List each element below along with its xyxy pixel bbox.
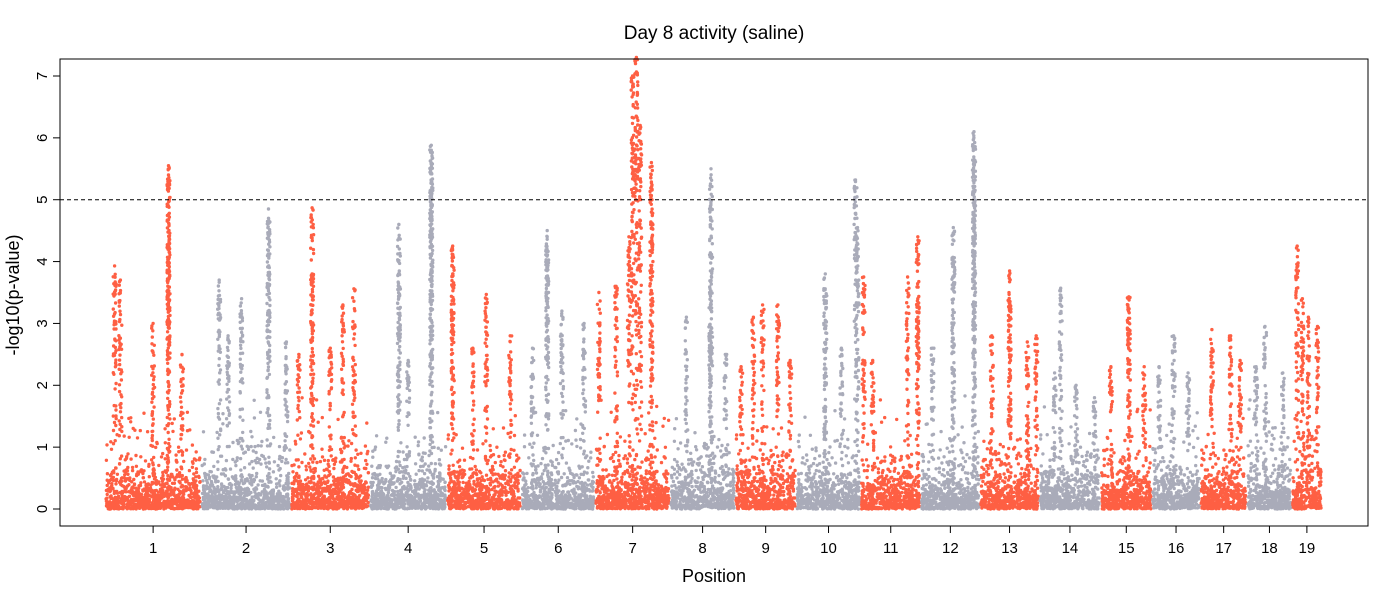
plot-frame	[59, 58, 1369, 527]
chromosome-17-points	[1199, 327, 1248, 511]
x-tick-label-17: 17	[1215, 540, 1232, 557]
y-tick-label-3: 3	[34, 319, 51, 327]
chromosome-1-markers	[104, 163, 202, 511]
chromosome-12-markers	[920, 129, 981, 511]
chromosome-8-markers	[669, 167, 736, 511]
points-layer	[104, 55, 1323, 511]
y-tick-label-7: 7	[34, 72, 51, 80]
chromosome-13-markers	[979, 269, 1040, 511]
y-tick-label-0: 0	[34, 505, 51, 513]
x-tick-label-2: 2	[242, 540, 250, 557]
chromosome-14-points	[1038, 286, 1101, 511]
chromosome-2-markers	[200, 207, 292, 511]
chromosome-14-markers	[1038, 286, 1101, 511]
y-tick-label-6: 6	[34, 134, 51, 142]
x-axis-label: Position	[682, 566, 746, 586]
x-tick-label-13: 13	[1001, 540, 1018, 557]
x-tick-label-16: 16	[1168, 540, 1185, 557]
x-tick-label-3: 3	[326, 540, 334, 557]
chromosome-15-points	[1100, 295, 1153, 511]
x-tick-label-1: 1	[149, 540, 157, 557]
x-tick-label-10: 10	[820, 540, 837, 557]
chromosome-16-markers	[1151, 334, 1201, 511]
chromosome-5-points	[446, 244, 522, 511]
chromosome-11-markers	[860, 235, 922, 511]
chromosome-6-markers	[520, 228, 596, 511]
x-tick-label-14: 14	[1062, 540, 1079, 557]
x-tick-label-5: 5	[480, 540, 488, 557]
chromosome-18-markers	[1246, 324, 1293, 511]
chromosome-15-markers	[1100, 295, 1153, 511]
chromosome-11-points	[860, 235, 922, 511]
chromosome-18-points	[1246, 324, 1293, 511]
x-tick-label-11: 11	[883, 540, 899, 557]
x-tick-label-9: 9	[762, 540, 770, 557]
chromosome-3-markers	[290, 206, 371, 511]
y-tick-label-4: 4	[34, 257, 51, 265]
y-tick-label-2: 2	[34, 381, 51, 389]
chart-title: Day 8 activity (saline)	[624, 23, 805, 44]
x-tick-label-18: 18	[1261, 540, 1278, 557]
chromosome-17-markers	[1199, 327, 1248, 511]
chromosome-12-points	[920, 129, 981, 511]
chromosome-8-points	[669, 167, 736, 511]
chromosome-4-markers	[369, 143, 448, 511]
y-tick-label-1: 1	[34, 443, 51, 451]
x-tick-label-12: 12	[942, 540, 959, 557]
chromosome-3-points	[290, 206, 371, 511]
y-tick-label-5: 5	[34, 196, 51, 204]
chromosome-13-points	[979, 269, 1040, 511]
x-tick-label-8: 8	[698, 540, 706, 557]
x-tick-label-4: 4	[404, 540, 412, 557]
chromosome-10-markers	[795, 178, 862, 511]
chromosome-19-markers	[1291, 244, 1323, 511]
chromosome-7-markers	[594, 55, 671, 511]
chromosome-5-markers	[446, 244, 522, 511]
chromosome-1-points	[104, 163, 202, 511]
x-tick-label-15: 15	[1118, 540, 1135, 557]
chromosome-16-points	[1151, 334, 1201, 511]
chromosome-6-points	[520, 228, 596, 511]
chromosome-19-points	[1291, 244, 1323, 511]
chromosome-10-points	[795, 178, 862, 511]
x-tick-label-19: 19	[1299, 540, 1316, 557]
chromosome-2-points	[200, 207, 292, 511]
chromosome-4-points	[369, 143, 448, 511]
chromosome-9-markers	[734, 303, 797, 511]
chromosome-9-points	[734, 303, 797, 511]
chromosome-7-points	[594, 55, 671, 511]
y-axis-label: -log10(p-value)	[3, 234, 23, 355]
x-tick-label-7: 7	[628, 540, 636, 557]
y-axis: 0 1 2 3 4 5 6 7	[34, 72, 60, 513]
x-axis: 1 2 3 4 5 6 7 8 9 10 11 12 13 14 15 16 17 18 19	[149, 526, 1315, 557]
x-tick-label-6: 6	[554, 540, 562, 557]
